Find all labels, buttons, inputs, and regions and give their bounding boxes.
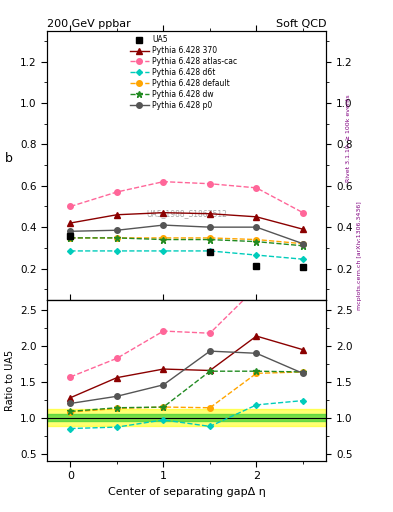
Bar <box>47 409 326 426</box>
Bar <box>47 414 326 421</box>
Pythia 6.428 atlas-cac <box>68 203 73 209</box>
Pythia 6.428 default <box>301 241 305 247</box>
Pythia 6.428 p0 <box>161 222 166 228</box>
Pythia 6.428 default <box>68 235 73 241</box>
Pythia 6.428 d6t <box>254 252 259 258</box>
Pythia 6.428 dw <box>68 235 73 241</box>
UA5 <box>68 233 73 240</box>
Line: Pythia 6.428 dw: Pythia 6.428 dw <box>67 234 307 249</box>
Pythia 6.428 d6t <box>301 256 305 262</box>
Pythia 6.428 p0 <box>115 227 119 233</box>
Line: Pythia 6.428 p0: Pythia 6.428 p0 <box>68 222 306 246</box>
Pythia 6.428 dw <box>115 235 119 241</box>
Pythia 6.428 default <box>254 237 259 243</box>
Line: Pythia 6.428 370: Pythia 6.428 370 <box>68 210 306 232</box>
Pythia 6.428 default <box>208 235 212 241</box>
Text: mcplots.cern.ch [arXiv:1306.3436]: mcplots.cern.ch [arXiv:1306.3436] <box>357 202 362 310</box>
Legend: UA5, Pythia 6.428 370, Pythia 6.428 atlas-cac, Pythia 6.428 d6t, Pythia 6.428 de: UA5, Pythia 6.428 370, Pythia 6.428 atla… <box>129 34 238 111</box>
Pythia 6.428 atlas-cac <box>208 181 212 187</box>
Pythia 6.428 atlas-cac <box>115 189 119 195</box>
Pythia 6.428 d6t <box>161 248 166 254</box>
Pythia 6.428 370 <box>208 210 212 217</box>
Pythia 6.428 d6t <box>115 248 119 254</box>
X-axis label: Center of separating gapΔ η: Center of separating gapΔ η <box>108 487 266 497</box>
Pythia 6.428 p0 <box>208 224 212 230</box>
Pythia 6.428 atlas-cac <box>254 185 259 191</box>
UA5 <box>208 249 212 255</box>
Line: Pythia 6.428 default: Pythia 6.428 default <box>68 235 306 246</box>
Pythia 6.428 dw <box>208 237 212 243</box>
Pythia 6.428 d6t <box>68 248 73 254</box>
Pythia 6.428 p0 <box>254 224 259 230</box>
Text: UA5_1988_S1867512: UA5_1988_S1867512 <box>146 209 227 218</box>
Pythia 6.428 370 <box>115 211 119 218</box>
Pythia 6.428 default <box>161 235 166 241</box>
Pythia 6.428 dw <box>301 243 305 249</box>
Pythia 6.428 atlas-cac <box>301 209 305 216</box>
Y-axis label: Ratio to UA5: Ratio to UA5 <box>5 350 15 411</box>
Line: Pythia 6.428 atlas-cac: Pythia 6.428 atlas-cac <box>68 179 306 216</box>
Pythia 6.428 dw <box>254 239 259 245</box>
UA5 <box>301 264 305 270</box>
Pythia 6.428 370 <box>161 209 166 216</box>
Pythia 6.428 dw <box>161 237 166 243</box>
Y-axis label: b: b <box>5 152 13 165</box>
Pythia 6.428 default <box>115 235 119 241</box>
Pythia 6.428 p0 <box>301 241 305 247</box>
Pythia 6.428 370 <box>301 226 305 232</box>
UA5 <box>254 263 259 269</box>
Text: Rivet 3.1.10, ≥ 100k events: Rivet 3.1.10, ≥ 100k events <box>345 94 350 182</box>
Pythia 6.428 atlas-cac <box>161 179 166 185</box>
Pythia 6.428 370 <box>68 220 73 226</box>
Line: Pythia 6.428 d6t: Pythia 6.428 d6t <box>68 249 305 261</box>
Text: Soft QCD: Soft QCD <box>276 18 326 29</box>
Text: 200 GeV ppbar: 200 GeV ppbar <box>47 18 131 29</box>
Pythia 6.428 d6t <box>208 248 212 254</box>
Pythia 6.428 p0 <box>68 228 73 234</box>
Line: UA5: UA5 <box>67 233 307 271</box>
Pythia 6.428 370 <box>254 214 259 220</box>
